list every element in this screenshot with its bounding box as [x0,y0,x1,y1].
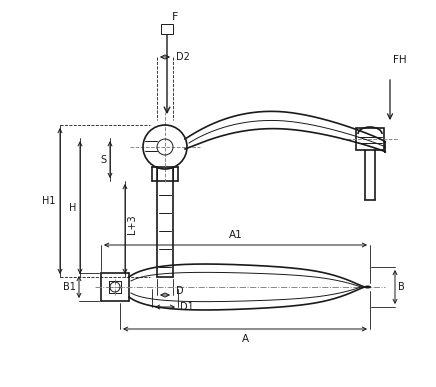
Text: L+3: L+3 [127,214,137,234]
Bar [356,128,384,150]
Text: D: D [176,286,184,296]
Text: B: B [398,282,405,292]
Text: A: A [242,334,249,344]
Text: B1: B1 [63,282,76,292]
Text: H1: H1 [41,196,55,206]
Text: S: S [100,154,106,164]
Text: D2: D2 [176,52,190,62]
Text: A1: A1 [228,230,242,240]
Text: FH: FH [393,55,407,65]
Bar [161,24,173,34]
Text: D1: D1 [180,302,194,312]
Text: H: H [68,203,76,212]
Text: F: F [172,12,178,22]
